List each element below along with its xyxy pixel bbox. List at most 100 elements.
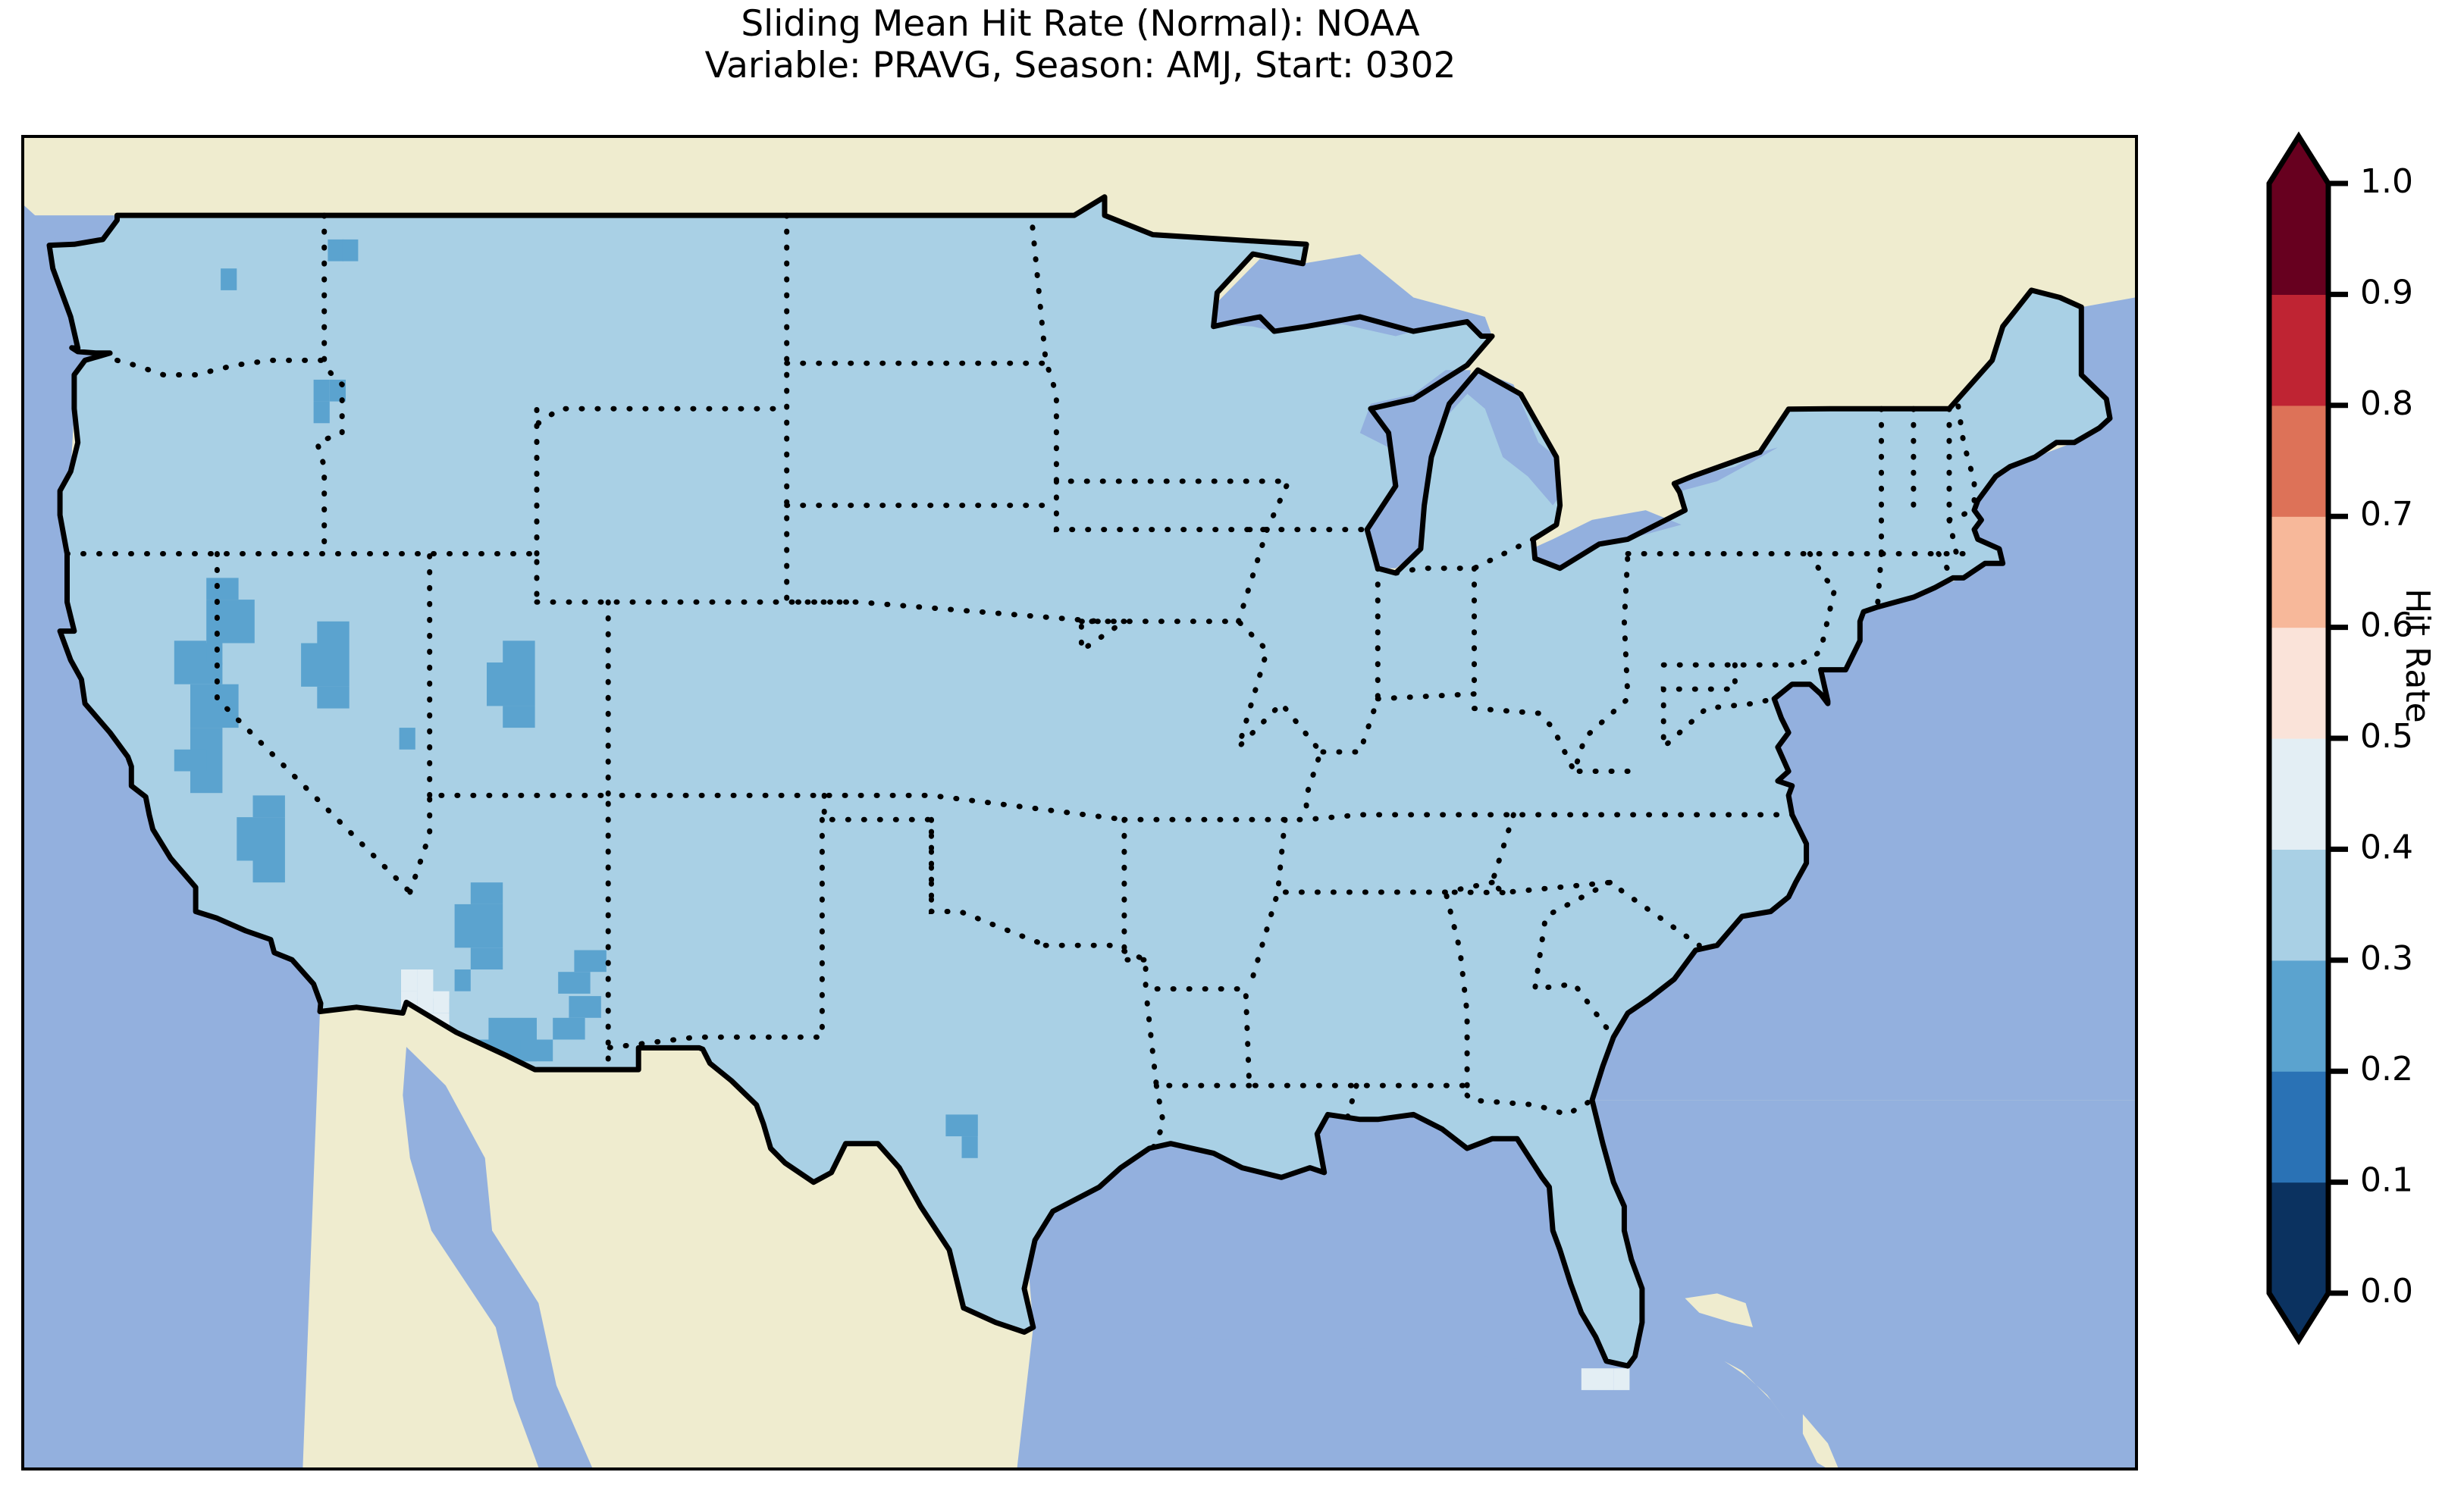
colorbar-tick-label-0.2: 0.2 [2360, 1050, 2413, 1088]
atlantic-se [1592, 1100, 2135, 1357]
data-cell-low-20 [503, 706, 535, 728]
colorbar-tick-label-0.6: 0.6 [2360, 606, 2413, 645]
data-cells-group [174, 239, 978, 1158]
state-border [1393, 536, 1536, 576]
data-cell-low-12 [174, 749, 207, 772]
data-cell-low-39 [221, 268, 237, 290]
state-border [1531, 879, 1616, 1040]
state-border [1375, 691, 1477, 712]
state-border [605, 816, 825, 1051]
colorbar-tick-label-0.7: 0.7 [2360, 495, 2413, 534]
bahamas-grand [1685, 1293, 1753, 1327]
gulf-of-mexico [1017, 1114, 1629, 1367]
state-border [64, 551, 540, 605]
state-border [1053, 478, 1270, 533]
gulf-atlantic-south [1017, 1327, 2135, 1467]
data-cell-low-2 [313, 379, 330, 402]
lake-erie [1531, 510, 1682, 568]
colorbar-tick-label-0.1: 0.1 [2360, 1161, 2413, 1200]
data-cell-keys-1 [1597, 1368, 1614, 1390]
state-border [1078, 619, 1127, 656]
state-border [1078, 619, 1324, 822]
colorbar-tick-label-0.4: 0.4 [2360, 828, 2413, 866]
colorbar-svg: 0.0 0.1 0.2 0.3 0.4 0.5 0.6 0.7 0.8 0.9 1.0 [2266, 131, 2413, 1345]
data-cell-low-19 [487, 662, 535, 706]
state-border [1143, 986, 1252, 1088]
state-border [1875, 551, 1884, 610]
data-cell-low-16 [317, 686, 350, 709]
data-cell-low-23 [252, 860, 285, 883]
data-cell-low-25 [454, 904, 503, 948]
colorbar-swatch-group [2266, 131, 2331, 1345]
atlantic-ne [1603, 442, 2135, 1066]
data-cell-low-15 [301, 643, 350, 687]
colorbar-tick-label-0.3: 0.3 [2360, 939, 2413, 978]
gulf-of-california [403, 1047, 592, 1467]
data-cell-pale-1 [417, 969, 434, 1013]
data-cell-low-1 [342, 239, 359, 262]
colorbar[interactable]: 0.0 0.1 0.2 0.3 0.4 0.5 0.6 0.7 0.8 0.9 1.0 [2264, 114, 2464, 1425]
data-cell-low-14 [317, 621, 350, 644]
data-cell-pale-4 [433, 991, 450, 1013]
colorbar-band-0.7-0.8 [2269, 405, 2328, 517]
data-cell-keys-2 [1613, 1368, 1630, 1390]
state-border [1489, 812, 1702, 948]
data-cell-low-32 [488, 1017, 537, 1040]
data-cell-low-27 [454, 969, 471, 991]
state-border [1936, 551, 1956, 581]
state-border [407, 792, 611, 1073]
bahamas-long [1802, 1414, 1839, 1467]
state-border [1042, 942, 1470, 1098]
coastline-group [46, 194, 2113, 1369]
data-cell-low-21 [252, 795, 285, 818]
data-cell-low-5 [206, 578, 239, 600]
colorbar-over-arrow [2269, 136, 2328, 183]
colorbar-tick-label-0.9: 0.9 [2360, 273, 2413, 312]
colorbar-tick-group [2328, 180, 2348, 1296]
map-svg [24, 138, 2135, 1467]
state-border [1464, 1092, 1595, 1118]
state-border [1443, 889, 1506, 896]
data-cell-low-0 [328, 239, 344, 262]
data-cell-low-36 [569, 996, 601, 1018]
colorbar-under-arrow [2269, 1293, 2328, 1340]
lake-ontario [1674, 447, 1778, 491]
title-line-1: Sliding Mean Hit Rate (Normal): NOAA [741, 3, 1420, 45]
data-cell-low-10 [190, 684, 239, 728]
map-panel[interactable] [21, 135, 2138, 1471]
great-lakes-group [1213, 254, 1778, 1390]
colorbar-tick-label-group: 0.0 0.1 0.2 0.3 0.4 0.5 0.6 0.7 0.8 0.9 1.0 [2360, 162, 2413, 1311]
colorbar-band-0.1-0.2 [2269, 1071, 2328, 1183]
data-cell-low-26 [470, 947, 503, 969]
colorbar-axis-label: Hit Rate [2398, 588, 2437, 723]
state-boundaries-group [64, 212, 1981, 1151]
data-cell-low-8 [174, 641, 207, 662]
colorbar-tick-label-1.0: 1.0 [2360, 162, 2413, 201]
colorbar-tick-label-0.8: 0.8 [2360, 384, 2413, 423]
pacific-ocean [24, 138, 320, 1467]
colorbar-band-0.8-0.9 [2269, 294, 2328, 406]
mexico-landmass [303, 1002, 1024, 1467]
data-cell-low-18 [503, 641, 535, 662]
lake-huron [1456, 370, 1560, 506]
colorbar-band-0.9-1.0 [2269, 183, 2328, 295]
state-border [1946, 507, 1977, 523]
colorbar-tick-label-0.5: 0.5 [2360, 717, 2413, 756]
data-cell-keys-0 [1581, 1368, 1597, 1390]
data-cell-low-3 [313, 401, 330, 424]
data-cell-low-17 [399, 728, 415, 750]
data-cell-low-35 [553, 1017, 585, 1040]
data-cell-low-13 [190, 771, 223, 794]
colorbar-band-0.6-0.7 [2269, 516, 2328, 628]
us-coastline [46, 194, 2113, 1369]
data-cell-low-29 [558, 972, 591, 994]
data-cell-low-6 [206, 600, 255, 644]
colorbar-tick-label-0.0: 0.0 [2360, 1272, 2413, 1311]
colorbar-band-0.4-0.5 [2269, 738, 2328, 850]
state-border [534, 406, 790, 556]
data-cell-low-38 [961, 1136, 978, 1158]
figure-title: Sliding Mean Hit Rate (Normal): NOAA Var… [0, 3, 2161, 86]
state-border [1318, 565, 1381, 755]
colorbar-band-0.0-0.1 [2269, 1182, 2328, 1294]
